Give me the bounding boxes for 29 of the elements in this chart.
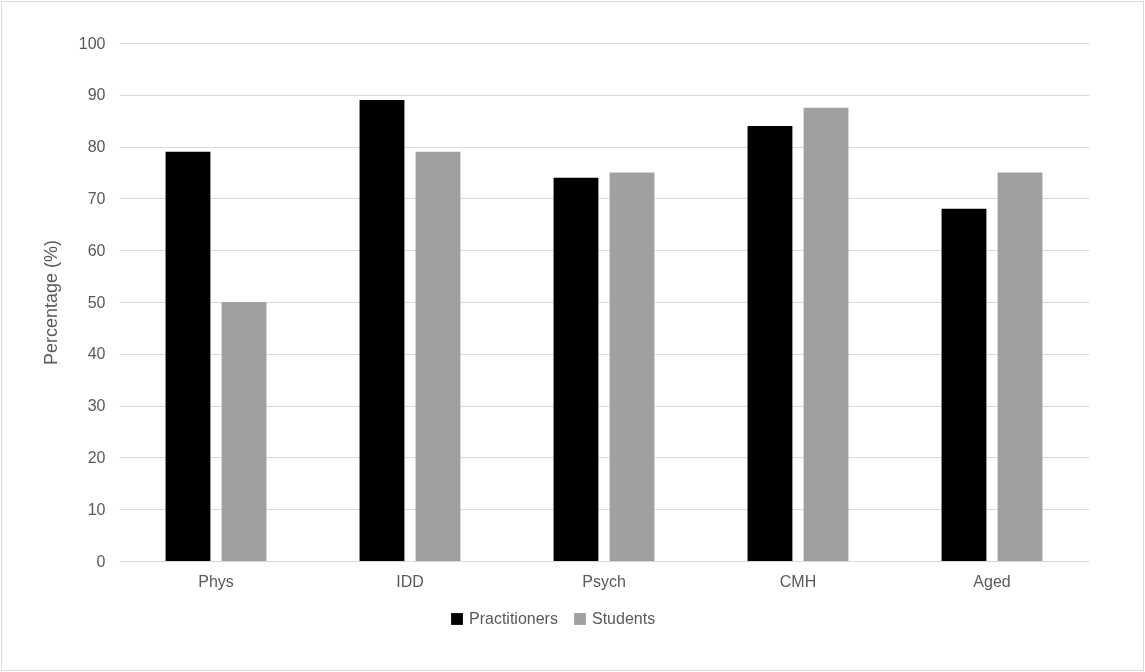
y-tick-label: 80 [87, 138, 106, 156]
x-tick-label: Psych [582, 572, 626, 590]
y-tick-label: 40 [87, 345, 106, 363]
y-tick-label: 0 [96, 552, 106, 570]
bar [415, 151, 461, 561]
bar [609, 172, 655, 561]
y-tick-label: 70 [87, 189, 106, 207]
y-tick-label: 100 [78, 34, 106, 52]
x-tick-label: IDD [396, 572, 424, 590]
bar [941, 208, 987, 561]
y-tick-label: 50 [87, 293, 106, 311]
y-tick-label: 60 [87, 241, 106, 259]
legend-label: Students [592, 610, 656, 627]
y-axis-title: Percentage (%) [40, 239, 61, 366]
y-tick-label: 10 [87, 500, 106, 518]
bar [997, 172, 1043, 561]
x-tick-label: CMH [779, 572, 817, 590]
bar [747, 125, 793, 561]
bar [553, 177, 599, 561]
bar [803, 107, 849, 561]
x-tick-label: Phys [198, 572, 234, 590]
x-tick-label: Aged [973, 572, 1011, 590]
y-tick-label: 90 [87, 86, 106, 104]
bar [221, 302, 267, 561]
y-tick-label: 20 [87, 448, 106, 466]
y-tick-label: 30 [87, 397, 106, 415]
bar [165, 151, 211, 561]
legend-label: Practitioners [469, 610, 558, 627]
bar [359, 99, 405, 561]
